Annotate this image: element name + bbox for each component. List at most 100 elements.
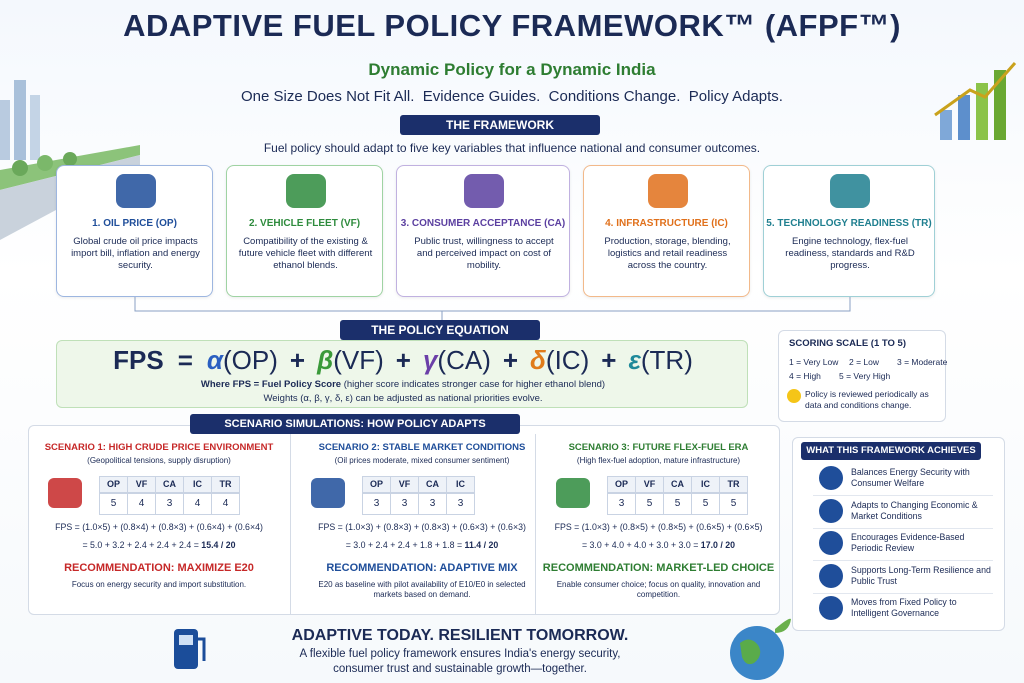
variable-icon (830, 174, 870, 208)
sum-result: 17.0 / 20 (700, 540, 736, 550)
score: 5 (99, 493, 128, 515)
scenario-description: Enable consumer choice; focus on quality… (556, 580, 761, 599)
score-header: VF (635, 476, 664, 493)
variable-icon (647, 174, 688, 208)
formula-plus: + (601, 345, 617, 375)
score-header: IC (446, 476, 475, 493)
score: 3 (446, 493, 475, 515)
formula-var: (VF) (333, 345, 384, 375)
sum-result: 15.4 / 20 (201, 540, 236, 550)
scenario: SCENARIO 1: HIGH CRUDE PRICE ENVIRONMENT… (28, 434, 290, 614)
scenario-icon (556, 478, 590, 508)
scenario-subtitle: (Geopolitical tensions, supply disruptio… (87, 456, 231, 465)
sum-expr: = 3.0 + 4.0 + 4.0 + 3.0 + 3.0 = (581, 540, 701, 550)
formula-plus: + (502, 345, 519, 375)
achieve-item: Adapts to Changing Economic & Market Con… (851, 499, 978, 521)
scoring-item: 3 = Moderate (897, 357, 948, 367)
scenario-description: Focus on energy security and import subs… (71, 580, 247, 589)
score: 5 (635, 493, 664, 515)
scenario-subtitle: (Oil prices moderate, mixed consumer sen… (334, 456, 510, 465)
score: 4 (127, 493, 156, 515)
formula-coef: α (206, 345, 223, 375)
score-header: TR (719, 476, 748, 493)
score: 3 (155, 493, 184, 515)
achieve-item: Supports Long-Term Resilience and Public… (851, 564, 991, 586)
score-header-row: OP VF CA IC TR (607, 474, 748, 493)
score: 4 (211, 493, 240, 515)
score: 4 (183, 493, 212, 515)
score-header: OP (99, 476, 128, 493)
title: ADAPTIVE FUEL POLICY FRAMEWORK™ (AFPF™) (123, 8, 901, 43)
recommendation: RECOMMENDATION: MARKET-LED CHOICE (542, 562, 775, 574)
score-header: IC (691, 476, 720, 493)
achieve-icon (819, 596, 843, 620)
achieve-icon (819, 531, 843, 555)
score: 5 (719, 493, 748, 515)
scenario-sum: = 5.0 + 3.2 + 2.4 + 2.4 + 2.4 = 15.4 / 2… (28, 540, 290, 550)
footer-title: ADAPTIVE TODAY. RESILIENT TOMORROW. (291, 627, 629, 644)
scenario-box (28, 425, 780, 615)
achieve-divider (813, 495, 993, 496)
achieve-item: Balances Energy Security with Consumer W… (851, 467, 970, 488)
scenario-sum: = 3.0 + 4.0 + 4.0 + 3.0 + 3.0 = 17.0 / 2… (536, 540, 781, 550)
variable-title: 5. TECHNOLOGY READINESS (TR) (766, 218, 932, 229)
score-header-row: OP VF CA IC TR (99, 474, 240, 493)
tagline: One Size Does Not Fit All. Evidence Guid… (241, 88, 783, 105)
variable-card: 3. CONSUMER ACCEPTANCE (CA) Public trust,… (396, 165, 570, 297)
score-header: CA (418, 476, 447, 493)
scoring-item: 1 = Very Low (789, 357, 839, 367)
variable-title: 1. OIL PRICE (OP) (92, 218, 177, 229)
variable-text: Production, storage, blending, logistics… (604, 236, 731, 271)
footer-text: A flexible fuel policy framework ensures… (299, 648, 621, 675)
variable-card: 1. OIL PRICE (OP) Global crude oil price … (56, 165, 213, 297)
formula-coef: ε (628, 345, 641, 375)
achieve-item: Encourages Evidence-Based Periodic Revie… (851, 532, 965, 553)
score: 5 (663, 493, 692, 515)
formula-coef: γ (422, 345, 438, 375)
score-header: TR (211, 476, 240, 493)
bulb-icon (787, 389, 801, 403)
achieve-icon (819, 563, 843, 588)
score: 5 (691, 493, 720, 515)
sum-expr: = 3.0 + 2.4 + 2.4 + 1.8 + 1.8 = (345, 540, 465, 550)
note-rest: (higher score indicates stronger case fo… (341, 379, 606, 390)
variable-title: 3. CONSUMER ACCEPTANCE (CA) (400, 218, 566, 229)
variable-card: 5. TECHNOLOGY READINESS (TR) Engine techn… (763, 165, 935, 297)
formula-plus: + (395, 345, 411, 375)
achieves-title: WHAT THIS FRAMEWORK ACHIEVES (801, 442, 981, 460)
score-header: OP (362, 476, 391, 493)
formula-var: (IC) (545, 345, 590, 375)
score: 3 (607, 493, 636, 515)
scenario-formula: FPS = (1.0×3) + (0.8×5) + (0.8×5) + (0.6… (554, 522, 763, 532)
variable-title: 2. VEHICLE FLEET (VF) (248, 218, 361, 229)
variable-text: Public trust, willingness to accept and … (414, 236, 554, 271)
formula-coef: β (317, 345, 334, 375)
formula-var: (OP) (223, 345, 278, 375)
scenario-icon (48, 478, 82, 508)
score-table: OP VF CA IC TR 3 5 5 5 5 (607, 474, 748, 515)
recommendation: RECOMMENDATION: MAXIMIZE E20 (64, 562, 254, 574)
achieve-item: Moves from Fixed Policy to Intelligent G… (851, 597, 957, 618)
framework-heading: THE FRAMEWORK (400, 115, 600, 135)
scoring-item: 4 = High (789, 371, 821, 381)
achieve-divider (813, 592, 993, 594)
variable-card: 2. VEHICLE FLEET (VF) Compatibility of th… (226, 165, 383, 297)
achieve-icon (819, 498, 843, 523)
scenario-sum: = 3.0 + 2.4 + 2.4 + 1.8 + 1.8 = 11.4 / 2… (291, 540, 553, 550)
score-header: VF (390, 476, 419, 493)
achieves-box: WHAT THIS FRAMEWORK ACHIEVES Balances En… (792, 437, 1005, 631)
variable-text: Engine technology, flex-fuel readiness, … (785, 236, 915, 271)
equation-note: Where FPS = Fuel Policy Score (higher sc… (57, 379, 749, 390)
score-header: OP (607, 476, 636, 493)
score-header: VF (127, 476, 156, 493)
score-header: CA (155, 476, 184, 493)
scoring-item: 2 = Low (849, 357, 880, 367)
variable-icon (464, 174, 504, 208)
scenario-subtitle: (High flex-fuel adoption, mature infrast… (576, 456, 741, 465)
globe-icon (730, 618, 791, 680)
equation-heading: THE POLICY EQUATION (340, 320, 540, 340)
score: 3 (418, 493, 447, 515)
